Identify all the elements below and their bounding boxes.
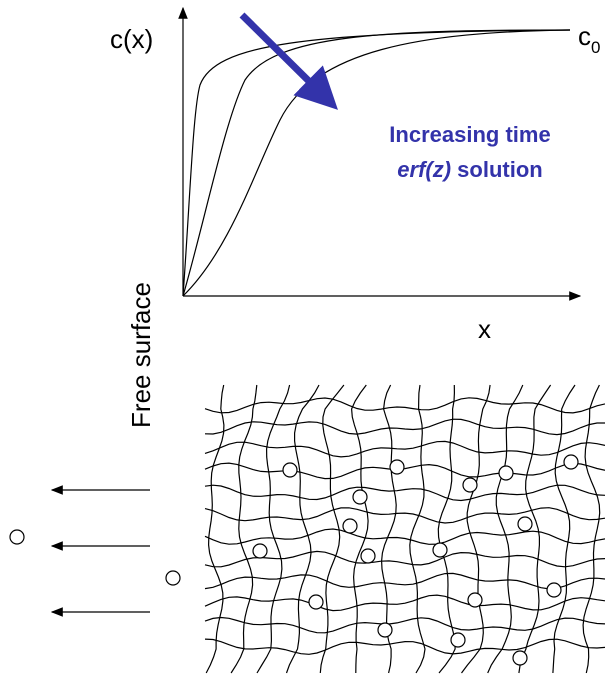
lattice-column [518,384,552,674]
vacancy [563,454,579,470]
lattice-row [204,440,605,458]
vacancy [360,548,376,564]
lattice-column [582,384,601,674]
vacancy [342,518,358,534]
profile-curve [182,29,571,297]
lattice-column [487,384,524,674]
lattice-row [204,638,605,655]
profile-curve [182,29,571,297]
lattice-row [204,397,605,414]
vacancy [498,465,514,481]
vacancy [282,462,298,478]
vacancy [517,516,533,532]
lattice-column [409,384,426,674]
lattice-column [319,384,345,674]
lattice-row [204,572,605,590]
lattice-row [204,594,605,612]
lattice-row [204,528,605,545]
lattice-row [204,462,605,480]
lattice-row [204,507,605,524]
vacancy [389,459,405,475]
lattice-row [204,418,605,436]
end-label-base: c [578,21,591,51]
end-label: c0 [578,21,600,57]
vacancy [462,477,478,493]
vacancy [546,582,562,598]
annotation-rest: solution [457,157,543,182]
vacancy [450,632,466,648]
lattice [9,384,605,674]
vacancy [377,622,393,638]
vacancy [352,489,368,505]
y-label: c(x) [110,24,153,54]
lattice-column [461,384,491,674]
vacancy [308,594,324,610]
vacancy [9,529,25,545]
vacancy [165,570,181,586]
lattice-column [230,384,258,674]
x-label: x [478,314,491,344]
lattice-column [552,384,576,674]
lattice-column [437,384,456,674]
annotation-line2: erf(z) solution [397,157,542,182]
side-label: Free surface [126,282,156,428]
lattice-row [204,616,605,634]
vacancy [467,592,483,608]
lattice-column [205,384,225,674]
lattice-column [350,384,369,674]
vacancy [432,542,448,558]
end-label-subscript: 0 [591,38,600,57]
lattice-column [256,384,291,674]
lattice-row [204,484,605,502]
annotation-italic: erf(z) [397,157,451,182]
vacancy [252,543,268,559]
vacancy [512,650,528,666]
time-arrow [239,12,338,110]
annotation-line1: Increasing time [389,122,550,147]
lattice-column [285,384,320,674]
